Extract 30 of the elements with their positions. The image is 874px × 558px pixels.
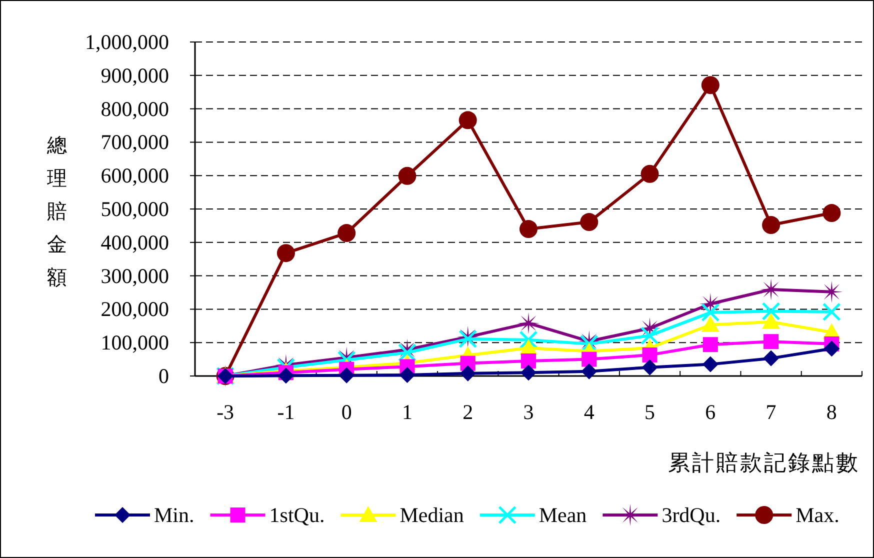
legend-label: 3rdQu.: [662, 503, 721, 527]
y-axis-title: 總理賠金額: [46, 135, 67, 289]
y-tick-label: 900,000: [100, 63, 169, 88]
x-tick-label: 7: [766, 400, 776, 424]
x-tick-label: 2: [462, 400, 474, 424]
x-tick-label: 0: [341, 400, 352, 424]
y-tick-label: 400,000: [100, 230, 169, 254]
y-tick-label: 1,000,000: [85, 30, 169, 54]
legend-label: Max.: [796, 503, 840, 527]
x-tick-label: 3: [523, 400, 534, 424]
y-tick-label: 100,000: [100, 330, 169, 355]
legend-label: Median: [400, 503, 464, 527]
y-tick-label: 700,000: [100, 130, 169, 154]
x-tick-label: 4: [584, 400, 595, 424]
x-tick-label: -1: [277, 400, 295, 424]
y-tick-label: 600,000: [100, 164, 169, 188]
y-tick-label: 200,000: [100, 297, 169, 322]
legend-label: Min.: [154, 503, 194, 527]
legend-label: 1stQu.: [269, 503, 325, 527]
y-tick-label: 300,000: [100, 264, 169, 288]
x-tick-label: 5: [644, 400, 656, 424]
y-tick-label: 500,000: [100, 197, 169, 221]
x-axis-title: 累計賠款記錄點數: [668, 450, 860, 475]
x-tick-label: 8: [826, 400, 837, 424]
x-tick-label: 6: [705, 400, 716, 424]
y-tick-label: 800,000: [100, 96, 169, 121]
x-tick-label: -3: [216, 400, 234, 424]
legend-label: Mean: [538, 503, 588, 527]
y-tick-label: 0: [158, 364, 169, 388]
x-tick-label: 1: [402, 400, 412, 424]
